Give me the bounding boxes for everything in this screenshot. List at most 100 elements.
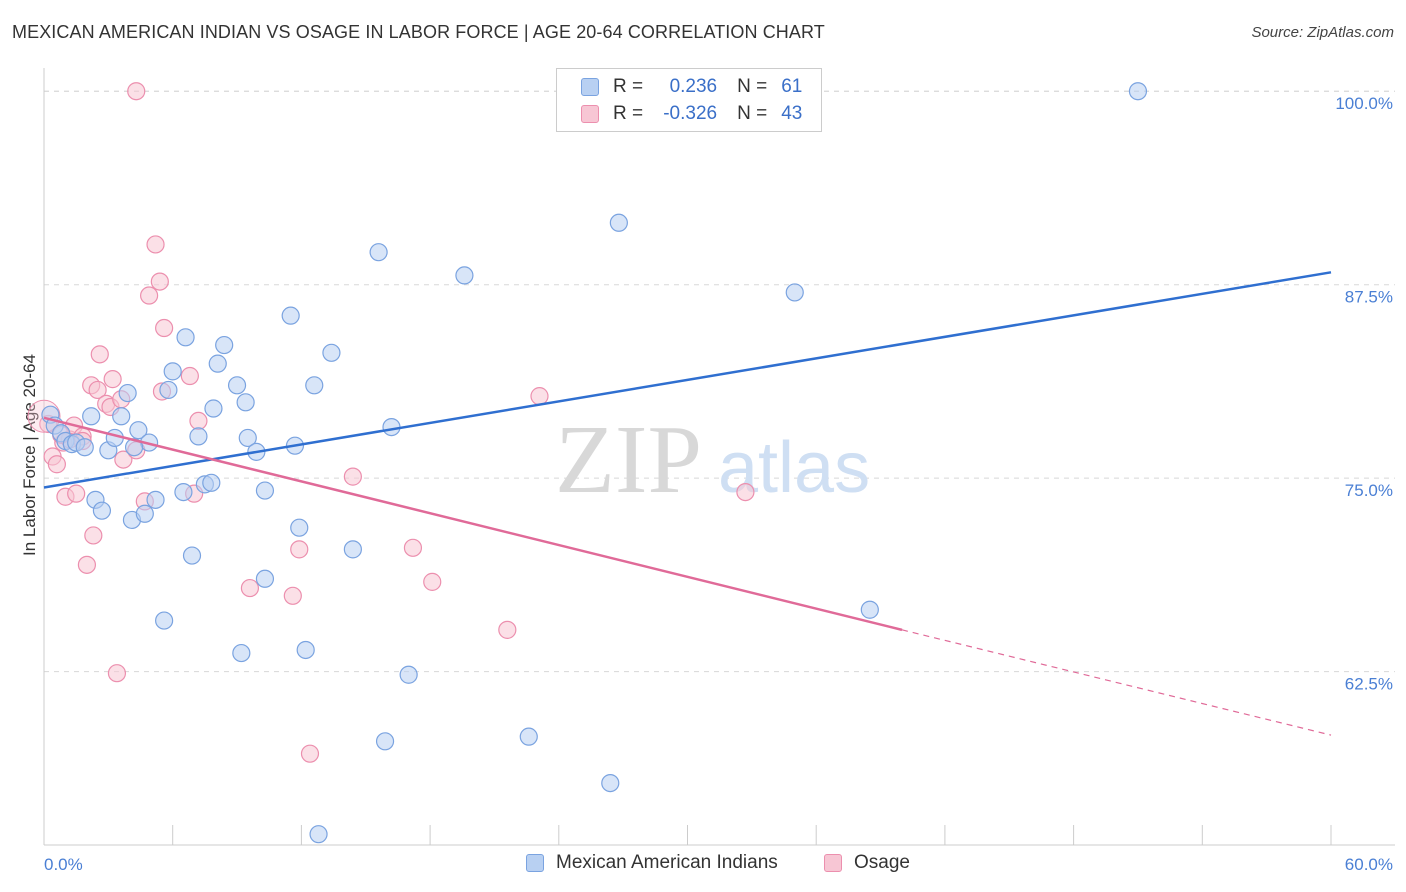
bottom-legend-swatch-blue bbox=[526, 854, 544, 872]
osage-point bbox=[736, 482, 755, 502]
bottom-legend-label: Osage bbox=[854, 852, 910, 873]
legend-row-mexican-american-indians: R = 0.236 N = 61 bbox=[581, 75, 802, 99]
osage-point bbox=[67, 484, 86, 503]
osage-point bbox=[150, 272, 169, 291]
mexican-american-indian-point bbox=[159, 380, 178, 400]
mexican-american-indian-point bbox=[399, 665, 418, 684]
bottom-legend-mexican-american-indians: Mexican American Indians bbox=[526, 852, 778, 874]
osage-point bbox=[189, 411, 208, 431]
mexican-american-indian-point bbox=[227, 376, 247, 395]
legend-row-osage: R = -0.326 N = 43 bbox=[581, 102, 802, 126]
mexican-american-indian-point bbox=[174, 482, 193, 502]
watermark-zip: ZIP bbox=[555, 406, 702, 514]
legend-r-label: R = bbox=[613, 103, 644, 124]
mexican-american-indian-point bbox=[215, 335, 234, 355]
osage-point bbox=[283, 586, 302, 605]
osage-point bbox=[290, 540, 309, 559]
mexican-american-indian-point bbox=[1128, 82, 1148, 101]
osage-point bbox=[180, 366, 199, 386]
osage-point bbox=[240, 578, 260, 598]
correlation-legend: R = 0.236 N = 61 R = -0.326 N = 43 bbox=[556, 68, 822, 132]
mexican-american-indian-point bbox=[860, 600, 879, 619]
mexican-american-indian-point bbox=[255, 569, 275, 588]
legend-r-value: -0.326 bbox=[663, 103, 718, 124]
mexican-american-indian-point bbox=[255, 481, 275, 500]
x-tick-label-min: 0.0% bbox=[44, 855, 83, 874]
osage-point bbox=[140, 286, 159, 305]
bottom-legend-osage: Osage bbox=[824, 852, 910, 874]
osage-point bbox=[84, 526, 103, 545]
mexican-american-indian-point bbox=[189, 427, 208, 446]
bottom-legend-label: Mexican American Indians bbox=[556, 852, 778, 873]
mexican-american-indian-point bbox=[785, 283, 804, 302]
osage-point bbox=[423, 572, 442, 591]
osage-point bbox=[300, 744, 320, 763]
mexican-american-indian-point bbox=[146, 490, 165, 509]
osage-point bbox=[343, 467, 362, 486]
mexican-american-indian-point bbox=[176, 328, 195, 347]
mexican-american-indian-point bbox=[322, 343, 341, 362]
mexican-american-indian-point bbox=[202, 473, 221, 492]
chart-title: MEXICAN AMERICAN INDIAN VS OSAGE IN LABO… bbox=[12, 22, 825, 42]
x-ticks bbox=[43, 825, 1332, 845]
mexican-american-indian-point bbox=[455, 266, 474, 285]
mexican-american-indian-point bbox=[236, 393, 255, 412]
mexican-american-indian-point bbox=[290, 518, 309, 537]
y-tick-label: 62.5% bbox=[1345, 675, 1393, 694]
mexican-american-indian-point bbox=[238, 428, 257, 448]
osage-point bbox=[127, 82, 146, 101]
mexican-american-indian-point bbox=[75, 438, 94, 457]
osage-point bbox=[88, 380, 107, 400]
mexican-american-indian-point bbox=[155, 611, 174, 630]
osage-point bbox=[90, 345, 109, 364]
osage-point bbox=[403, 538, 423, 557]
y-tick-label: 75.0% bbox=[1345, 481, 1393, 500]
mexican-american-indian-point bbox=[124, 438, 144, 457]
mexican-american-indian-point bbox=[305, 376, 324, 395]
legend-n-label: N = bbox=[737, 76, 768, 97]
legend-r-label: R = bbox=[613, 76, 644, 97]
mexican-american-indian-point bbox=[343, 540, 362, 559]
osage-point bbox=[114, 450, 133, 469]
watermark: ZIP atlas bbox=[555, 406, 870, 514]
osage-point bbox=[107, 664, 127, 683]
mexican-american-indian-point bbox=[118, 383, 137, 403]
osage-point bbox=[146, 235, 165, 254]
mexican-american-indian-point bbox=[112, 407, 131, 426]
osage-point bbox=[498, 620, 517, 639]
y-tick-label: 87.5% bbox=[1345, 288, 1393, 307]
legend-n-label: N = bbox=[737, 103, 768, 124]
mexican-american-indian-trend-line bbox=[43, 271, 1332, 489]
mexican-american-indian-point bbox=[369, 243, 388, 262]
mexican-american-indian-point bbox=[519, 727, 538, 746]
mexican-american-indian-point bbox=[163, 362, 182, 381]
mexican-american-indian-point bbox=[281, 306, 300, 325]
mexican-american-indian-point bbox=[232, 643, 251, 663]
legend-n-value: 43 bbox=[781, 103, 803, 124]
mexican-american-indian-point bbox=[92, 501, 112, 520]
osage-trend-line bbox=[43, 416, 903, 632]
mexican-american-indian-point bbox=[601, 773, 620, 793]
mexican-american-indian-point bbox=[296, 640, 315, 660]
bottom-legend-swatch-pink bbox=[824, 854, 842, 872]
trend-lines bbox=[43, 271, 1332, 736]
y-tick-labels: 62.5% 75.0% 87.5% 100.0% bbox=[1335, 94, 1393, 693]
legend-n-value: 61 bbox=[781, 76, 803, 97]
legend-swatch-pink bbox=[581, 105, 599, 123]
mexican-american-indian-point bbox=[182, 546, 202, 565]
osage-point bbox=[47, 455, 66, 474]
osage-point bbox=[103, 370, 122, 389]
mexican-american-indian-point bbox=[82, 407, 101, 426]
mexican-american-indian-point bbox=[135, 504, 154, 523]
x-tick-label-max: 60.0% bbox=[1345, 855, 1393, 874]
mexican-american-indian-points bbox=[41, 82, 1148, 844]
legend-swatch-blue bbox=[581, 78, 599, 96]
mexican-american-indian-point bbox=[129, 421, 148, 440]
mexican-american-indian-point bbox=[208, 354, 227, 373]
osage-trend-line-extension bbox=[901, 629, 1332, 736]
mexican-american-indian-point bbox=[204, 399, 223, 418]
source-label: Source: ZipAtlas.com bbox=[1251, 24, 1394, 41]
osage-point bbox=[77, 555, 97, 574]
mexican-american-indian-point bbox=[609, 213, 628, 232]
